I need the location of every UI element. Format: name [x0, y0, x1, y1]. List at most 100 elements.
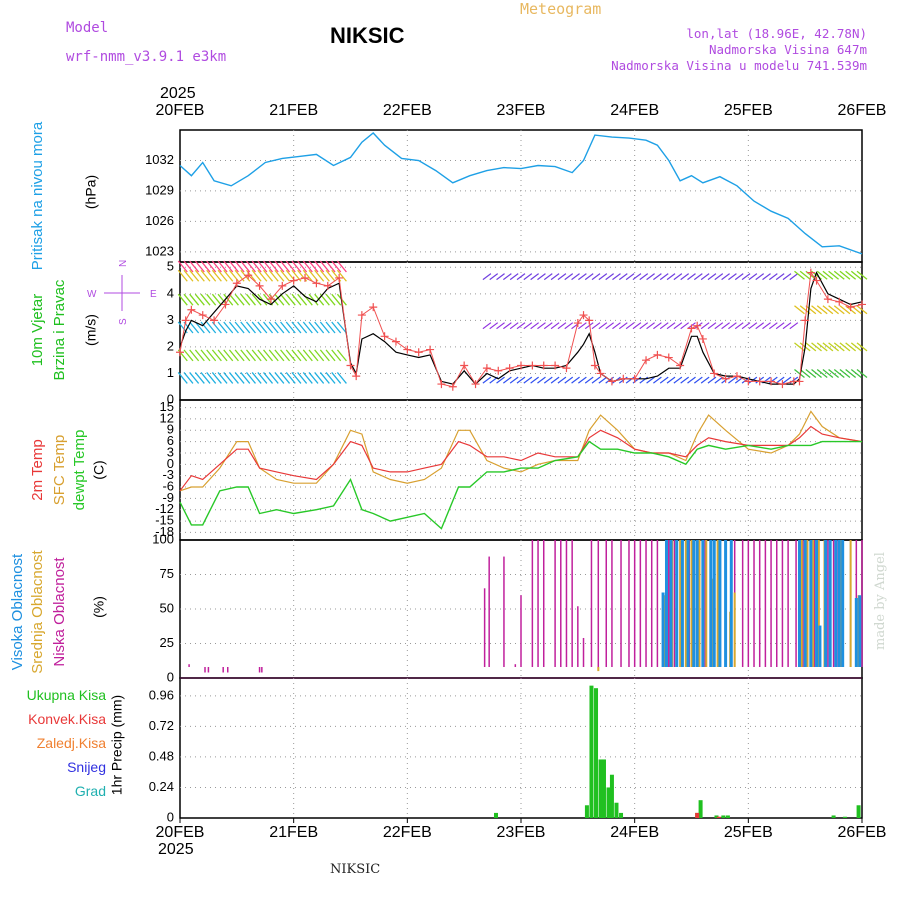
- wind-barb: [666, 322, 676, 330]
- x-tick-label-bottom: 26FEB: [838, 824, 887, 841]
- y-tick-label: 5: [167, 259, 174, 274]
- wind-barb: [833, 305, 845, 315]
- wind-barb: [234, 260, 245, 273]
- wind-gust-marker: [176, 348, 184, 357]
- precip-bar: [695, 812, 700, 818]
- wind-barb: [194, 293, 205, 306]
- wind-barb: [251, 269, 262, 282]
- y-tick-label: -9: [162, 490, 174, 505]
- wind-gust-marker: [380, 332, 389, 341]
- wind-barb: [680, 376, 690, 384]
- wind-barb: [816, 270, 828, 280]
- wind-barb: [489, 273, 499, 281]
- wind-barb: [673, 376, 683, 384]
- wind-gust-marker: [846, 303, 855, 312]
- wind-barb: [331, 321, 342, 334]
- wind-barb: [200, 321, 211, 334]
- wind-barb: [177, 269, 188, 282]
- wind-barb: [828, 368, 839, 378]
- wind-gust-marker: [585, 316, 594, 325]
- wind-barb: [605, 273, 615, 281]
- y-tick-label: 0: [167, 809, 174, 824]
- wind-barb: [211, 260, 222, 273]
- wind-barb: [206, 293, 217, 306]
- wind-barb: [189, 293, 200, 306]
- wind-gust-marker: [323, 281, 332, 290]
- wind-barb: [285, 349, 296, 362]
- wind-barb: [319, 372, 330, 384]
- x-tick-label-bottom: 23FEB: [497, 824, 546, 841]
- wind-barb: [183, 349, 194, 362]
- wind-barb: [228, 321, 239, 334]
- y-tick-label: 15: [160, 399, 174, 414]
- wind-gust-marker: [806, 268, 815, 277]
- wind-barb: [223, 260, 234, 273]
- wind-barb: [314, 349, 325, 362]
- wind-gust-marker: [403, 345, 412, 354]
- wind-barb: [816, 368, 828, 378]
- wind-barb: [308, 349, 319, 362]
- x-tick-label-bottom: 25FEB: [724, 824, 773, 841]
- wind-barb: [516, 273, 526, 281]
- wind-gust-marker: [471, 380, 480, 389]
- wind-barb: [625, 322, 635, 330]
- wind-title-1: 10m Vjetar: [29, 294, 46, 367]
- wind-barb: [537, 273, 546, 281]
- wind-barb: [336, 349, 347, 362]
- wind-barb: [659, 376, 669, 384]
- wind-barb: [496, 273, 505, 281]
- wind-barb: [700, 322, 710, 330]
- wind-barb: [240, 321, 251, 334]
- wind-barb: [297, 293, 308, 306]
- low-cloud-title: Niska Oblacnost: [51, 557, 68, 667]
- year-label-top: 2025: [160, 85, 196, 102]
- wind-barb: [183, 293, 194, 306]
- wind-barb: [200, 293, 211, 306]
- wind-gust-marker: [676, 361, 685, 370]
- precip-legend-item: Ukupna Kisa: [27, 687, 107, 703]
- wind-gust-marker: [244, 271, 253, 280]
- wind-barb: [217, 321, 228, 334]
- wind-barb: [217, 269, 228, 282]
- wind-gust-marker: [278, 281, 287, 290]
- wind-gust-marker: [596, 369, 605, 378]
- temp-2m-title: 2m Temp: [29, 439, 46, 500]
- y-tick-label: 4: [167, 285, 174, 300]
- wind-gust-marker: [335, 273, 344, 282]
- wind-gust-marker: [619, 374, 628, 383]
- wind-barb: [762, 273, 771, 281]
- wind-barb: [211, 372, 222, 384]
- wind-barb: [189, 321, 200, 334]
- sfc-temp-line: [179, 410, 863, 492]
- wind-barb: [251, 293, 262, 306]
- y-tick-label: 3: [167, 444, 174, 459]
- wind-barb: [200, 349, 211, 362]
- wind-barb: [768, 322, 778, 330]
- x-tick-label-top: 23FEB: [497, 102, 546, 119]
- footer-station: NIKSIC: [330, 862, 381, 877]
- wind-barb: [839, 305, 851, 315]
- wind-barb: [693, 273, 703, 281]
- wind-barb: [537, 376, 546, 384]
- wind-barb: [268, 321, 279, 334]
- wind-barb: [530, 322, 540, 330]
- y-tick-label: 25: [160, 635, 174, 650]
- wind-barb: [206, 269, 217, 282]
- wind-barb: [280, 293, 291, 306]
- wind-gust-marker: [210, 316, 219, 325]
- wind-barb: [707, 273, 717, 281]
- y-tick-label: -6: [162, 478, 174, 493]
- wind-barb: [319, 321, 330, 334]
- model-name: wrf-nmm_v3.9.1 e3km: [66, 49, 227, 65]
- wind-barb: [625, 376, 635, 384]
- wind-barb: [741, 322, 751, 330]
- wind-gust-marker: [767, 377, 776, 386]
- wind-barb: [325, 293, 336, 306]
- pressure-unit: (hPa): [83, 175, 99, 209]
- wind-barb: [496, 376, 505, 384]
- precip-bar: [721, 815, 726, 818]
- wind-barb: [578, 376, 587, 384]
- wind-barb: [285, 372, 296, 384]
- wind-barb: [206, 260, 217, 273]
- wind-barb: [263, 260, 274, 273]
